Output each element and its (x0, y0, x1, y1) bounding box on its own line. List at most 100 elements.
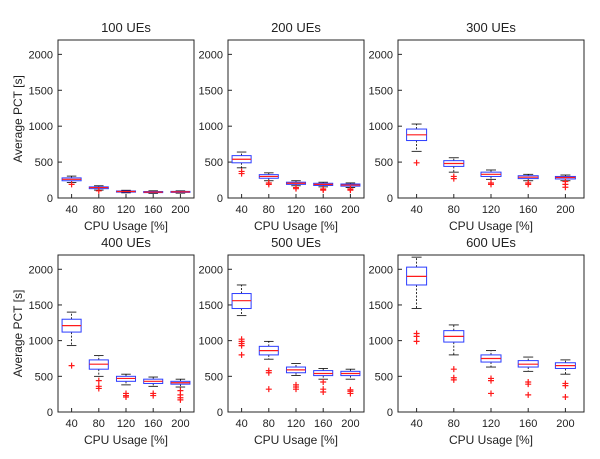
x-axis-label: CPU Usage [%] (254, 219, 338, 233)
outlier-point (488, 181, 494, 188)
panel-title: 200 UEs (271, 20, 321, 35)
outlier-point (450, 366, 457, 373)
box-80 (443, 324, 465, 383)
outlier-point (265, 369, 272, 376)
y-tick-label: 1000 (29, 121, 53, 133)
outlier-point (265, 181, 272, 188)
panel-6: 0 500 1000 1500 2000 40 80 120 160 200 600 UEs CPU … (369, 235, 585, 447)
outlier-point (95, 385, 102, 392)
x-tick-label: 200 (341, 418, 359, 430)
y-tick-label: 500 (375, 371, 393, 383)
box-40 (406, 256, 428, 345)
box-40 (231, 284, 252, 358)
y-tick-label: 1500 (199, 85, 223, 97)
outlier-point (450, 175, 457, 182)
x-tick-label: 160 (519, 418, 537, 430)
box-160 (517, 356, 539, 398)
outlier-point (68, 181, 75, 188)
box-200 (170, 378, 191, 403)
box-120 (285, 363, 307, 393)
x-tick-label: 200 (171, 418, 189, 430)
outlier-point (347, 187, 354, 194)
box-200 (340, 182, 361, 194)
y-tick-label: 1000 (29, 336, 53, 348)
y-tick-label: 2000 (369, 49, 393, 61)
x-tick-label: 80 (93, 418, 105, 430)
outlier-point (123, 394, 129, 401)
panel-1: 0 500 1000 1500 2000 40 80 120 160 200 100 UEs CPU … (11, 20, 195, 233)
x-tick-label: 120 (287, 418, 305, 430)
x-tick-label: 160 (144, 204, 162, 216)
x-tick-label: 80 (448, 418, 460, 430)
outlier-point (562, 184, 569, 191)
outlier-point (347, 390, 354, 397)
x-axis-label: CPU Usage [%] (84, 433, 168, 447)
panel-3: 0 500 1000 1500 2000 40 80 120 160 200 300 UEs CPU … (369, 20, 585, 233)
outlier-point (265, 386, 272, 393)
box-160 (517, 173, 539, 188)
x-tick-label: 40 (65, 204, 77, 216)
outlier-point (293, 386, 299, 393)
y-tick-label: 0 (387, 407, 393, 419)
y-tick-label: 0 (47, 407, 53, 419)
x-axis-label: CPU Usage [%] (449, 219, 533, 233)
outlier-point (95, 377, 102, 384)
y-tick-label: 0 (217, 193, 223, 205)
y-tick-label: 500 (375, 157, 393, 169)
x-tick-label: 80 (263, 418, 275, 430)
y-tick-label: 2000 (369, 264, 393, 276)
outlier-point (525, 181, 532, 188)
outlier-point (68, 362, 75, 369)
outlier-point (150, 392, 157, 399)
x-tick-label: 80 (93, 204, 105, 216)
x-tick-label: 120 (482, 418, 500, 430)
outlier-point (525, 381, 532, 388)
x-tick-label: 80 (263, 204, 275, 216)
outlier-point (320, 389, 327, 396)
outlier-point (413, 338, 420, 345)
y-tick-label: 2000 (199, 264, 223, 276)
x-tick-label: 40 (410, 418, 422, 430)
outlier-point (413, 159, 420, 166)
panel-title: 600 UEs (466, 235, 516, 250)
x-tick-label: 120 (482, 204, 500, 216)
box-40 (406, 123, 428, 166)
x-tick-label: 40 (235, 204, 247, 216)
y-tick-label: 0 (387, 193, 393, 205)
x-tick-label: 40 (235, 418, 247, 430)
axes-frame (57, 254, 195, 413)
box-40 (61, 311, 82, 369)
x-axis-label: CPU Usage [%] (449, 433, 533, 447)
panel-5: 0 500 1000 1500 2000 40 80 120 160 200 500 UEs CPU … (199, 235, 365, 447)
outlier-point (320, 187, 327, 194)
box-120 (115, 189, 137, 194)
box-160 (313, 181, 334, 194)
x-tick-label: 160 (519, 204, 537, 216)
outlier-point (238, 170, 245, 177)
y-axis-label: Average PCT [s] (11, 75, 25, 163)
axes-frame (227, 39, 365, 199)
y-tick-label: 2000 (29, 264, 53, 276)
x-tick-label: 160 (314, 418, 332, 430)
panel-title: 300 UEs (466, 20, 516, 35)
box-160 (313, 368, 334, 396)
panel-title: 400 UEs (101, 235, 151, 250)
box-80 (88, 185, 109, 194)
x-tick-label: 160 (314, 204, 332, 216)
y-tick-label: 1000 (199, 336, 223, 348)
x-tick-label: 120 (287, 204, 305, 216)
y-tick-label: 2000 (29, 49, 53, 61)
outlier-point (95, 187, 102, 194)
outlier-point (238, 351, 245, 358)
x-tick-label: 120 (117, 418, 135, 430)
outlier-point (488, 377, 494, 384)
y-tick-label: 1000 (199, 121, 223, 133)
y-tick-label: 1500 (199, 300, 223, 312)
x-tick-label: 200 (341, 204, 359, 216)
y-tick-label: 1500 (369, 300, 393, 312)
box-200 (554, 359, 576, 401)
panel-2: 0 500 1000 1500 2000 40 80 120 160 200 200 UEs CPU … (199, 20, 365, 233)
y-tick-label: 500 (35, 157, 53, 169)
y-tick-label: 0 (47, 193, 53, 205)
